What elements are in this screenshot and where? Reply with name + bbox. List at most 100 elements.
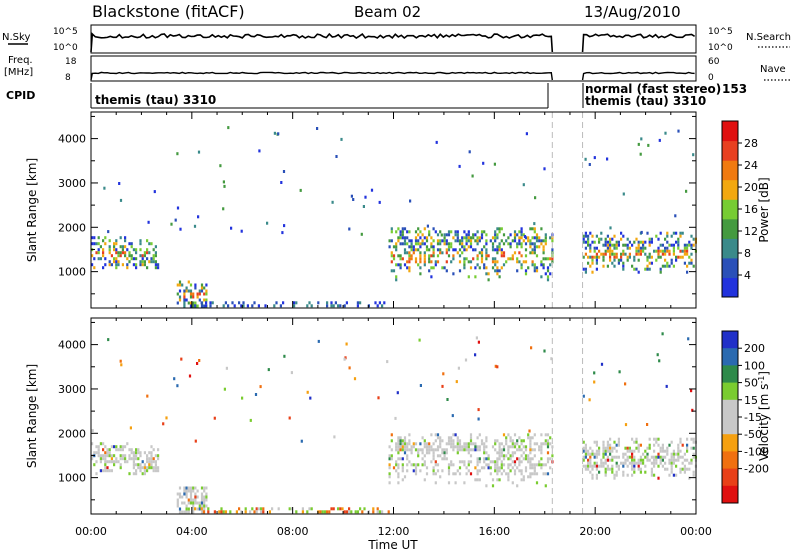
heatmap-cell <box>637 461 640 465</box>
heatmap-cell <box>176 206 180 210</box>
heatmap-cell <box>502 254 506 258</box>
heatmap-cell <box>395 445 398 449</box>
heatmap-cell <box>683 243 686 247</box>
heatmap-cell <box>185 486 188 490</box>
heatmap-cell <box>657 252 660 256</box>
heatmap-cell <box>472 236 475 240</box>
nave-tick-top: 60 <box>708 57 720 67</box>
heatmap-cell <box>198 507 201 511</box>
heatmap-cell <box>606 458 609 462</box>
heatmap-cell <box>668 264 671 268</box>
heatmap-cell <box>540 227 543 231</box>
heatmap-cell <box>493 162 496 166</box>
heatmap-cell <box>200 286 204 290</box>
heatmap-cell <box>403 439 407 443</box>
heatmap-cell <box>335 155 338 158</box>
heatmap-cell <box>622 464 625 468</box>
heatmap-cell <box>639 152 642 156</box>
heatmap-cell <box>421 436 424 440</box>
heatmap-cell <box>533 454 536 458</box>
heatmap-cell <box>412 248 415 252</box>
heatmap-cell <box>639 455 642 459</box>
heatmap-cell <box>661 332 664 336</box>
heatmap-cell <box>637 449 640 453</box>
heatmap-cell <box>430 433 433 437</box>
heatmap-cell <box>461 448 464 452</box>
heatmap-cell <box>295 510 298 514</box>
heatmap-cell <box>617 240 620 244</box>
heatmap-cell <box>447 436 451 440</box>
heatmap-cell <box>494 442 497 446</box>
heatmap-cell <box>529 460 532 464</box>
heatmap-cell <box>187 498 190 502</box>
heatmap-cell <box>690 258 693 262</box>
heatmap-cell <box>609 467 612 471</box>
heatmap-cell <box>110 254 113 258</box>
heatmap-cell <box>639 240 642 244</box>
heatmap-cell <box>191 510 194 514</box>
heatmap-cell <box>637 464 640 468</box>
heatmap-cell <box>423 460 426 464</box>
heatmap-cell <box>139 463 142 467</box>
heatmap-cell <box>677 240 680 244</box>
heatmap-cell <box>522 475 525 479</box>
heatmap-cell <box>132 454 135 458</box>
heatmap-cell <box>622 470 625 474</box>
heatmap-cell <box>604 240 607 244</box>
heatmap-cell <box>450 445 453 449</box>
heatmap-cell <box>408 439 411 443</box>
heatmap-cell <box>450 460 453 464</box>
heatmap-cell <box>154 460 157 464</box>
heatmap-cell <box>428 233 431 237</box>
heatmap-cell <box>408 433 411 437</box>
heatmap-cell <box>549 436 552 440</box>
heatmap-cell <box>194 301 197 305</box>
heatmap-cell <box>524 272 528 276</box>
heatmap-cell <box>498 442 501 446</box>
heatmap-cell <box>421 448 424 452</box>
heatmap-cell <box>655 437 658 441</box>
heatmap-cell <box>483 442 486 446</box>
heatmap-cell <box>584 157 587 161</box>
heatmap-cell <box>194 501 197 505</box>
heatmap-cell <box>542 245 545 249</box>
heatmap-cell <box>498 230 501 234</box>
heatmap-cell <box>648 267 651 271</box>
heatmap-cell <box>538 445 541 449</box>
heatmap-cell <box>378 200 381 204</box>
heatmap-cell <box>527 460 530 464</box>
heatmap-cell <box>401 457 404 461</box>
heatmap-cell <box>543 349 546 353</box>
heatmap-cell <box>688 467 691 471</box>
heatmap-cell <box>609 458 612 462</box>
heatmap-cell <box>677 446 680 450</box>
heatmap-cell <box>397 436 400 440</box>
heatmap-cell <box>668 243 671 247</box>
heatmap-cell <box>181 283 184 287</box>
heatmap-cell <box>527 266 530 270</box>
heatmap-cell <box>598 255 601 259</box>
velocity-colorbar-label: Velocity [m s-1] <box>757 371 772 461</box>
heatmap-cell <box>544 484 547 488</box>
heatmap-cell <box>179 227 182 231</box>
heatmap-cell <box>124 445 127 449</box>
heatmap-cell <box>635 440 638 444</box>
heatmap-cell <box>531 436 534 440</box>
heatmap-cell <box>467 469 470 473</box>
heatmap-cell <box>283 224 286 228</box>
heatmap-cell <box>410 448 413 452</box>
heatmap-cell <box>518 242 521 246</box>
heatmap-cell <box>477 417 480 421</box>
heatmap-cell <box>631 264 634 268</box>
heatmap-cell <box>617 464 620 468</box>
heatmap-cell <box>533 222 536 226</box>
heatmap-cell <box>598 452 601 456</box>
heatmap-cell <box>520 245 523 249</box>
heatmap-cell <box>666 264 669 268</box>
heatmap-cell <box>582 240 585 244</box>
heatmap-cell <box>403 448 407 452</box>
heatmap-cell <box>513 230 517 234</box>
heatmap-cell <box>200 283 204 287</box>
heatmap-cell <box>203 304 206 308</box>
nsearch-tick-bottom: 10^0 <box>708 43 733 53</box>
